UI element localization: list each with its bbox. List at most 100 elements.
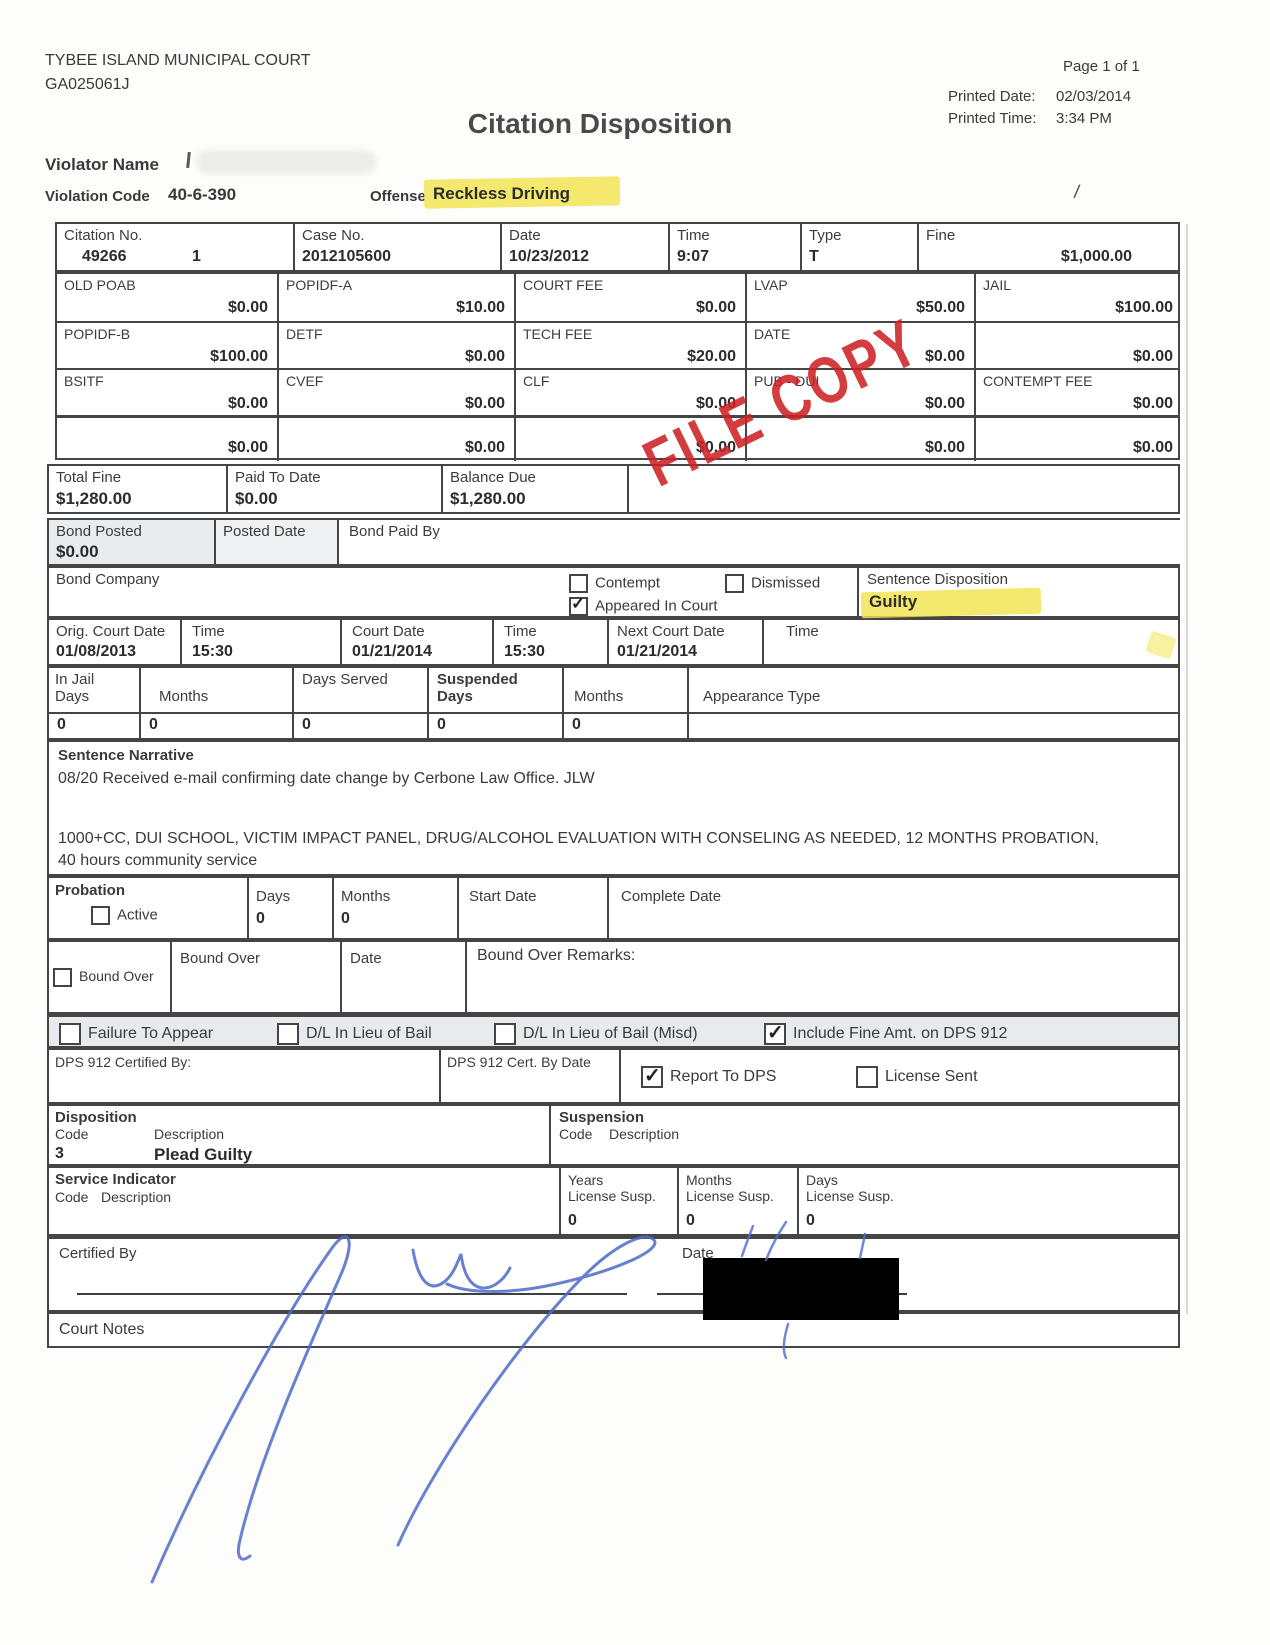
bond-paid-by-label: Bond Paid By xyxy=(349,523,440,540)
printed-time-label: Printed Time: xyxy=(948,110,1037,127)
disposition-code-label: Code xyxy=(55,1126,89,1142)
next-time-label: Time xyxy=(786,623,819,640)
probation-months-value: 0 xyxy=(341,910,350,927)
fee-value: $0.00 xyxy=(695,395,736,412)
suspension-code-label: Code xyxy=(559,1126,593,1142)
fee-label: CVEF xyxy=(286,373,324,389)
suspension-title: Suspension xyxy=(559,1109,645,1126)
violation-code-label: Violation Code xyxy=(45,188,150,205)
fee-value: $50.00 xyxy=(916,299,965,316)
posted-date-label: Posted Date xyxy=(223,523,306,540)
fee-value: $0.00 xyxy=(695,439,736,456)
fee-label: BSITF xyxy=(64,373,104,389)
failure-to-appear-label: Failure To Appear xyxy=(88,1025,214,1043)
fine-label: Fine xyxy=(926,227,956,244)
failure-to-appear-option: Failure To Appear xyxy=(59,1023,213,1045)
disposition-title: Disposition xyxy=(55,1109,137,1126)
paper-edge-line xyxy=(1186,224,1188,1314)
violation-code-value: 40-6-390 xyxy=(168,185,237,204)
totals-row: Total Fine $1,280.00 Paid To Date $0.00 … xyxy=(47,464,1180,514)
service-indicator-title: Service Indicator xyxy=(55,1171,176,1188)
bond-posted-value: $0.00 xyxy=(56,542,99,561)
total-fine-value: $1,280.00 xyxy=(56,489,132,508)
certified-by-row: Certified By Date xyxy=(47,1236,1180,1312)
jail-months-value: 0 xyxy=(149,716,158,733)
bound-over-checkbox xyxy=(53,968,72,987)
date-redaction-box xyxy=(703,1258,899,1320)
citation-no-label: Citation No. xyxy=(64,227,143,244)
dps-row: DPS 912 Certified By: DPS 912 Cert. By D… xyxy=(47,1048,1180,1104)
printed-date-label: Printed Date: xyxy=(948,88,1036,105)
contempt-option: Contempt xyxy=(569,574,660,593)
fee-value: $0.00 xyxy=(924,348,965,365)
suspension-desc-label: Description xyxy=(609,1126,680,1142)
paid-to-date-label: Paid To Date xyxy=(235,469,321,486)
fee-value: $0.00 xyxy=(695,299,736,316)
certify-date-label: Date xyxy=(682,1245,714,1262)
dismissed-option: Dismissed xyxy=(725,574,820,593)
page-indicator: Page 1 of 1 xyxy=(1063,58,1140,75)
dismissed-label: Dismissed xyxy=(751,574,821,592)
probation-start-date-label: Start Date xyxy=(469,888,537,905)
balance-due-label: Balance Due xyxy=(450,469,536,486)
fee-value: $0.00 xyxy=(464,439,505,456)
appearance-type-label: Appearance Type xyxy=(703,688,821,705)
redacted-name-smudge xyxy=(196,150,376,174)
fee-label: POPIDF-B xyxy=(64,326,131,342)
dl-in-lieu-misd-label: D/L In Lieu of Bail (Misd) xyxy=(523,1025,698,1043)
type-label: Type xyxy=(809,227,842,244)
orig-court-date-label: Orig. Court Date xyxy=(56,623,166,640)
include-fine-dps912-option: Include Fine Amt. on DPS 912 xyxy=(764,1020,1008,1045)
fee-value: $0.00 xyxy=(1132,348,1173,365)
fee-value: $100.00 xyxy=(1115,299,1173,316)
report-to-dps-checkbox xyxy=(641,1063,663,1088)
suspended-days-value: 0 xyxy=(437,716,446,733)
orig-time-value: 15:30 xyxy=(192,643,233,660)
time-value: 9:07 xyxy=(677,248,710,265)
appeared-in-court-checkbox xyxy=(569,594,588,616)
report-to-dps-option: Report To DPS xyxy=(641,1063,776,1088)
case-no-label: Case No. xyxy=(302,227,365,244)
disposition-desc-label: Description xyxy=(154,1126,225,1142)
dl-in-lieu-misd-option: D/L In Lieu of Bail (Misd) xyxy=(494,1023,698,1045)
suspended-days-label: Suspended Days xyxy=(437,671,518,705)
fee-label: JAIL xyxy=(983,277,1012,293)
in-jail-days-value: 0 xyxy=(57,716,66,733)
orig-court-date-value: 01/08/2013 xyxy=(56,643,137,660)
printed-time-value: 3:34 PM xyxy=(1056,110,1112,127)
fee-label: TECH FEE xyxy=(523,326,593,342)
fee-value: $20.00 xyxy=(687,348,736,365)
days-license-susp-label: Days License Susp. xyxy=(806,1172,894,1204)
license-sent-label: License Sent xyxy=(885,1068,978,1086)
court-date-label: Court Date xyxy=(352,623,425,640)
fee-value: $0.00 xyxy=(227,395,268,412)
dl-in-lieu-option: D/L In Lieu of Bail xyxy=(277,1023,432,1045)
date-label: Date xyxy=(509,227,541,244)
fee-label: LVAP xyxy=(754,277,788,293)
months-license-susp-label: Months License Susp. xyxy=(686,1172,774,1204)
probation-active-label: Active xyxy=(117,906,158,924)
include-fine-dps912-label: Include Fine Amt. on DPS 912 xyxy=(793,1025,1008,1043)
appeared-in-court-label: Appeared In Court xyxy=(595,597,718,615)
service-desc-label: Description xyxy=(101,1189,172,1205)
time-label: Time xyxy=(677,227,710,244)
fee-label: PUB - DUI xyxy=(754,373,820,389)
orig-time-label: Time xyxy=(192,623,225,640)
offense-value: Reckless Driving xyxy=(433,184,571,203)
court-time-value: 15:30 xyxy=(504,643,545,660)
next-court-date-value: 01/21/2014 xyxy=(617,643,698,660)
probation-row: Probation Active Days 0 Months 0 Start D… xyxy=(47,876,1180,940)
bond-posted-label: Bond Posted xyxy=(56,523,142,540)
probation-label: Probation xyxy=(55,882,125,899)
citation-table: Citation No. 49266 1 Case No. 2012105600… xyxy=(55,222,1180,272)
balance-due-value: $1,280.00 xyxy=(450,489,526,508)
dps-certified-by-label: DPS 912 Certified By: xyxy=(55,1054,192,1070)
days-served-label: Days Served xyxy=(302,671,388,688)
fee-grid: OLD POAB $0.00 POPIDF-A $10.00 COURT FEE $0… xyxy=(55,272,1180,461)
days-served-value: 0 xyxy=(302,716,311,733)
fee-value: $0.00 xyxy=(924,395,965,412)
sentence-narrative-line2: 1000+CC, DUI SCHOOL, VICTIM IMPACT PANEL… xyxy=(58,830,1099,869)
bound-over-remarks-label: Bound Over Remarks: xyxy=(477,947,636,964)
failure-to-appear-checkbox xyxy=(59,1023,81,1045)
contempt-label: Contempt xyxy=(595,574,661,592)
